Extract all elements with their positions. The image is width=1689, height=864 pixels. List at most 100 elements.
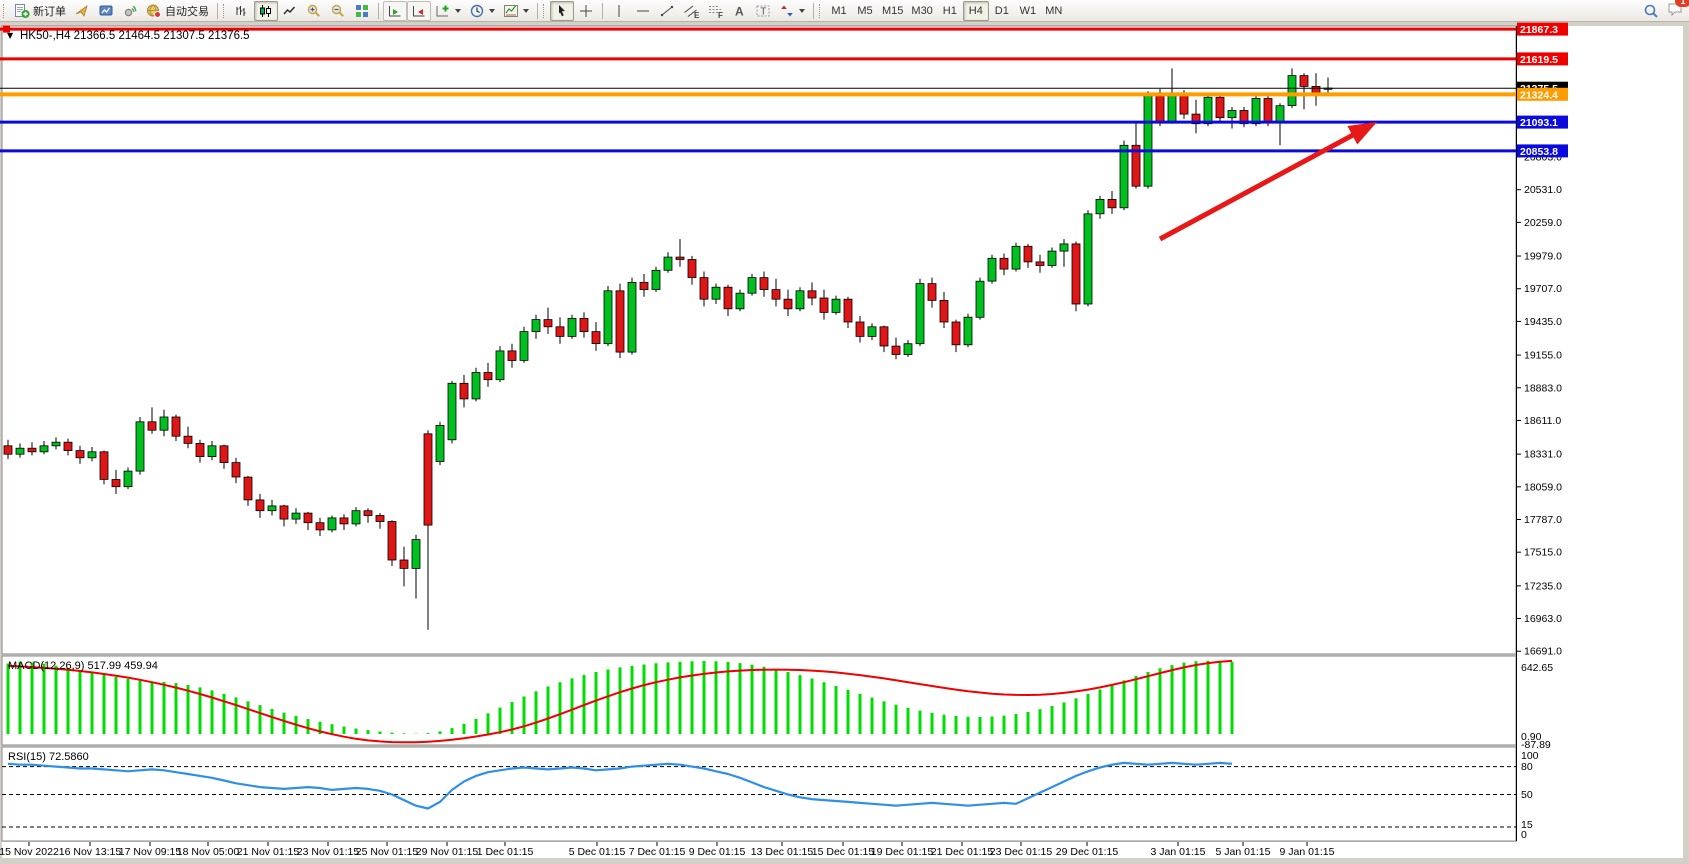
price-tick-label: 17235.0 — [1524, 580, 1562, 592]
tf-button-h4[interactable]: H4 — [962, 0, 989, 21]
hline-handle[interactable] — [3, 25, 10, 33]
macd-panel[interactable] — [1, 655, 1517, 746]
candle-body — [927, 283, 937, 301]
candle-body — [15, 447, 25, 455]
candle-body — [999, 257, 1009, 270]
trend-arrow-shaft[interactable] — [1158, 131, 1358, 242]
chart-shift-button[interactable] — [407, 0, 431, 21]
candle-body — [375, 515, 385, 522]
zoom-out-button[interactable] — [326, 1, 350, 21]
tf-button-m30[interactable]: M30 — [907, 1, 936, 21]
broadcast-button[interactable] — [118, 1, 142, 21]
candle-body — [759, 277, 769, 291]
terminal-button[interactable] — [94, 1, 118, 21]
trend-arrow-head[interactable] — [1347, 122, 1377, 145]
line-chart-button[interactable] — [278, 1, 302, 21]
horizontal-line-tool-button[interactable] — [631, 1, 655, 21]
toolbar-grip — [3, 3, 7, 18]
time-axis-strip — [2, 842, 1689, 858]
tf-button-mn[interactable]: MN — [1041, 1, 1067, 21]
candle-body — [507, 350, 517, 361]
auto-scroll-icon — [389, 5, 401, 16]
tile-windows-button[interactable] — [350, 1, 374, 21]
candle-body — [27, 447, 37, 453]
tf-button-m15[interactable]: M15 — [878, 1, 907, 21]
candle-body — [1167, 93, 1177, 122]
candle-body — [1095, 198, 1105, 215]
candle-body — [183, 435, 193, 444]
equidistant-channel-icon: E — [684, 5, 699, 19]
candle-body — [63, 441, 73, 452]
hline-price-label: 21619.5 — [1520, 54, 1558, 66]
search-button[interactable] — [1639, 1, 1663, 21]
svg-text:F: F — [718, 11, 723, 19]
label-tool-button[interactable]: T — [751, 1, 775, 21]
price-tick-label: 19979.0 — [1524, 251, 1562, 263]
search-icon — [1644, 4, 1658, 18]
trendline-icon — [660, 5, 674, 16]
trendline-tool-button[interactable] — [655, 1, 679, 21]
tf-button-m1[interactable]: M1 — [826, 1, 852, 21]
templates-button[interactable] — [499, 1, 533, 21]
notification-badge: 1 — [1675, 0, 1689, 7]
price-tick-label: 20259.0 — [1524, 217, 1562, 229]
macd-label: MACD(12,26,9) 517.99 459.94 — [8, 660, 158, 672]
candle-body — [351, 510, 361, 525]
auto-trading-button[interactable]: 自动交易 — [142, 1, 213, 21]
auto-scroll-button[interactable] — [383, 0, 407, 21]
new-order-button[interactable]: 新订单 — [10, 1, 70, 21]
window-edge — [1683, 22, 1689, 864]
candle-body — [1047, 250, 1057, 266]
hline-price-badge — [1517, 115, 1568, 129]
main-chart-panel[interactable] — [1, 25, 1517, 655]
candle-body — [615, 290, 625, 353]
price-scale-column — [1517, 26, 1683, 858]
time-tick-label: 21 Nov 01:15 — [237, 846, 300, 858]
candle-body — [915, 283, 925, 345]
toolbar-separator — [537, 2, 538, 19]
indicators-icon — [436, 5, 449, 16]
candle-body — [87, 451, 97, 459]
candle-body — [411, 539, 421, 569]
candle-body — [279, 505, 289, 520]
candle-body — [567, 317, 577, 337]
vertical-line-tool-button[interactable] — [607, 1, 631, 21]
time-tick-label: 15 Nov 2022 — [0, 846, 59, 858]
cursor-button[interactable] — [550, 0, 574, 21]
chevron-down-icon — [455, 8, 461, 13]
tf-button-h1[interactable]: H1 — [937, 1, 963, 21]
main-toolbar: 新订单 自动交易 — [0, 0, 1689, 22]
bar-chart-button[interactable] — [230, 1, 254, 21]
fibonacci-tool-button[interactable]: F — [703, 1, 727, 21]
candle-body — [1131, 144, 1141, 187]
price-tick-label: 20531.0 — [1524, 184, 1562, 196]
toolbar-separator — [378, 2, 379, 19]
candlestick-chart-button[interactable] — [254, 0, 278, 21]
tf-button-d1[interactable]: D1 — [989, 1, 1015, 21]
toolbar-separator — [602, 2, 603, 19]
crosshair-button[interactable] — [574, 1, 598, 21]
hline-price-badge — [1517, 22, 1568, 36]
periods-button[interactable] — [465, 1, 499, 21]
rsi-scale-label: 15 — [1521, 819, 1533, 831]
candle-body — [387, 521, 397, 561]
macd-scale-label: 642.65 — [1521, 662, 1553, 674]
candle-body — [891, 345, 901, 355]
tf-button-m5[interactable]: M5 — [852, 1, 878, 21]
zoom-in-button[interactable] — [302, 1, 326, 21]
zoom-in-icon — [307, 4, 320, 17]
indicators-button[interactable] — [431, 1, 465, 21]
price-tick-label: 18611.0 — [1524, 415, 1561, 427]
arrows-tool-button[interactable] — [775, 1, 809, 21]
toolbar-grip — [543, 3, 547, 18]
candle-body — [1083, 213, 1093, 305]
tf-button-w1[interactable]: W1 — [1015, 1, 1041, 21]
candle-body — [303, 512, 313, 524]
text-tool-button[interactable]: A — [727, 1, 751, 21]
candle-body — [663, 256, 673, 271]
profile-button[interactable] — [70, 1, 94, 21]
candle-body — [843, 298, 853, 323]
channel-tool-button[interactable]: E — [679, 1, 703, 21]
title-collapse-icon[interactable]: ▼ — [7, 31, 14, 40]
